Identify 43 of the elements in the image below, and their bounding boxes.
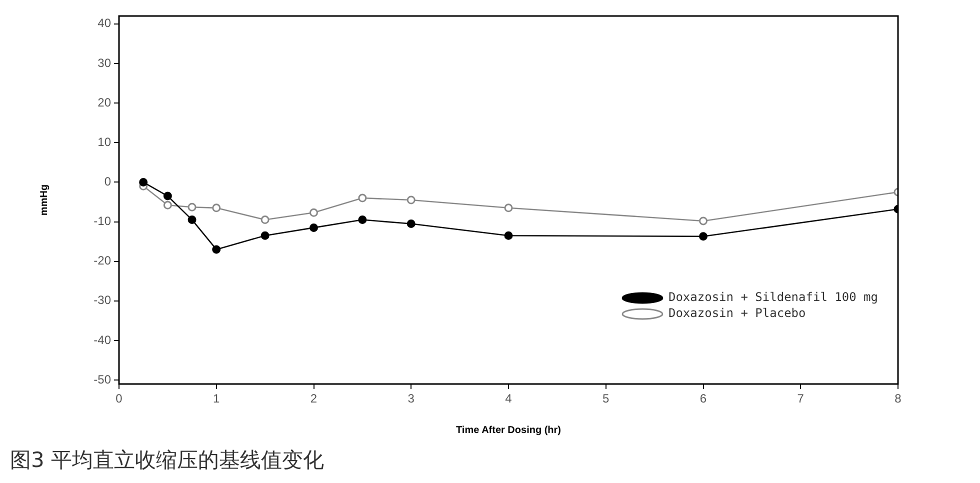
y-tick-label: 30	[98, 56, 112, 70]
y-tick-label: -20	[94, 254, 112, 268]
x-tick-label: 8	[894, 392, 902, 406]
y-tick-label: -50	[94, 372, 112, 386]
point	[310, 208, 318, 217]
x-tick-label: 3	[408, 392, 415, 406]
x-axis-title: Time After Dosing (hr)	[456, 424, 562, 436]
point	[260, 231, 270, 240]
point	[406, 196, 416, 204]
x-tick-label: 7	[797, 392, 804, 406]
point	[504, 204, 513, 212]
y-tick-label: 0	[104, 174, 112, 189]
point	[163, 192, 172, 200]
point	[188, 202, 196, 212]
x-tick-label: 4	[505, 392, 512, 406]
y-tick-label: 20	[98, 95, 112, 110]
caption: 图3 平均直立收缩压的基线值变化	[10, 447, 324, 474]
legend-label: Doxazosin + Placebo	[668, 306, 806, 320]
point	[163, 200, 172, 210]
y-tick-label: 10	[98, 134, 112, 149]
point	[358, 194, 367, 202]
point	[699, 216, 708, 226]
x-tick-label: 6	[700, 392, 707, 406]
point	[310, 223, 318, 232]
y-tick-label: -30	[94, 293, 112, 308]
y-tick-label: 40	[98, 16, 112, 30]
point	[212, 204, 221, 212]
point	[504, 231, 513, 240]
point	[212, 245, 221, 254]
y-tick-label: -10	[94, 214, 112, 228]
x-tick-label: 5	[602, 392, 610, 406]
point	[260, 216, 270, 224]
y-tick-label: -40	[94, 332, 112, 347]
x-tick-label: 2	[310, 392, 318, 406]
point	[406, 219, 416, 228]
point	[188, 216, 196, 224]
point	[358, 216, 367, 224]
x-tick-label: 1	[213, 392, 220, 406]
legend-label: Doxazosin + Sildenafil 100 mg	[668, 290, 878, 304]
x-tick-label: 0	[116, 392, 123, 406]
point	[139, 178, 148, 186]
y-axis-title: mmHg	[38, 184, 50, 216]
point	[699, 232, 708, 241]
